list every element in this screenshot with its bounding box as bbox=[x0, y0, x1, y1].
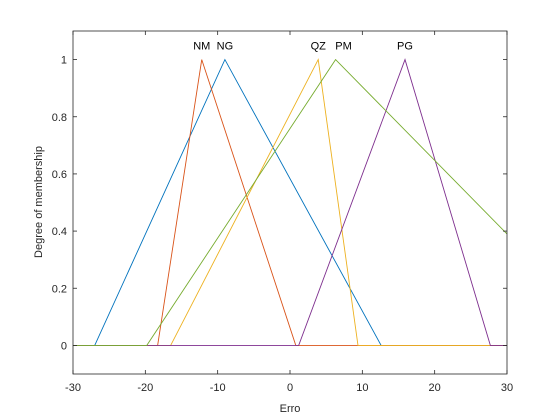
x-axis-label: Erro bbox=[280, 403, 301, 415]
mf-label-pg: PG bbox=[397, 41, 413, 53]
y-tick-label: 0.6 bbox=[52, 169, 67, 181]
y-tick-label: 0.2 bbox=[52, 283, 67, 295]
mf-label-nm: NM bbox=[193, 41, 210, 53]
mf-label-pm: PM bbox=[335, 41, 352, 53]
plot-area bbox=[73, 31, 507, 374]
x-tick-label: 20 bbox=[429, 382, 441, 394]
ticks-layer: -30 -20 -10 0 10 20 30 0 0.2 0.4 0.6 0.8 1 bbox=[52, 31, 513, 394]
x-tick-label: 10 bbox=[356, 382, 368, 394]
x-tick-label: 30 bbox=[501, 382, 513, 394]
y-axis-label: Degree of membership bbox=[33, 146, 45, 258]
series-layer bbox=[73, 58, 508, 346]
mf-label-ng: NG bbox=[217, 41, 234, 53]
mf-label-qz: QZ bbox=[311, 41, 327, 53]
y-tick-label: 1 bbox=[61, 55, 67, 67]
x-tick-label: -20 bbox=[137, 382, 153, 394]
x-tick-label: 0 bbox=[287, 382, 293, 394]
mf-labels-layer: NM NG QZ PM PG bbox=[193, 41, 413, 53]
series-line-pm bbox=[73, 58, 508, 346]
y-tick-label: 0 bbox=[61, 340, 67, 352]
series-line-pg bbox=[73, 58, 507, 346]
x-tick-label: -30 bbox=[65, 382, 81, 394]
x-tick-label: -10 bbox=[210, 382, 226, 394]
y-tick-label: 0.4 bbox=[52, 226, 67, 238]
y-tick-label: 0.8 bbox=[52, 112, 67, 124]
